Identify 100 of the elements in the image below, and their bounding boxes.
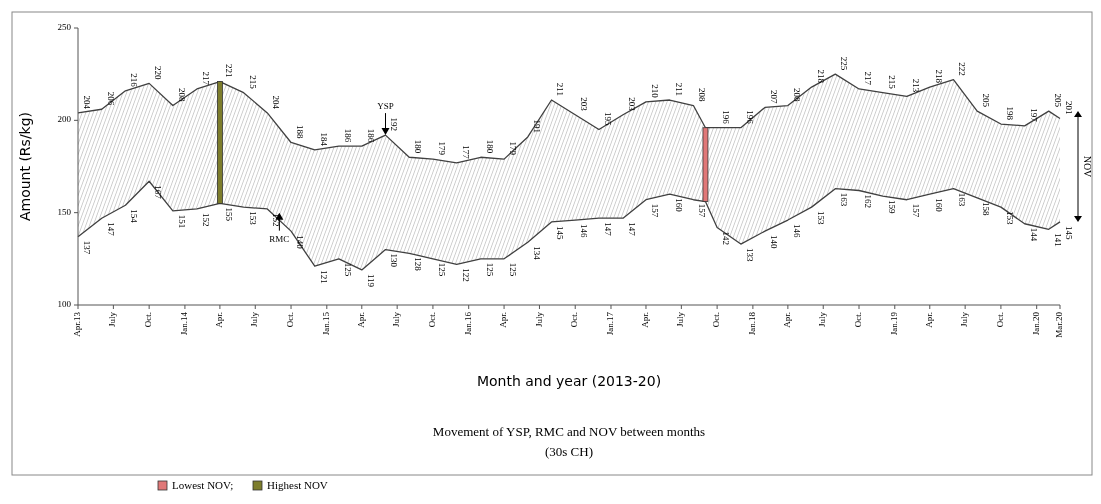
x-tick-label: July [533, 311, 544, 328]
data-label: 145 [1063, 225, 1074, 240]
x-tick-label: Oct. [285, 312, 296, 328]
data-label: 157 [649, 203, 660, 218]
data-label: 218 [815, 69, 826, 84]
x-tick-label: Oct. [853, 312, 864, 328]
data-label: 211 [673, 82, 684, 97]
data-label: 160 [933, 198, 944, 213]
data-label: 222 [957, 62, 968, 76]
data-label: 197 [1028, 108, 1039, 123]
data-label: 208 [791, 88, 802, 103]
data-label: 196 [744, 110, 755, 125]
x-tick-label: Jan.15 [320, 311, 331, 336]
data-label: 184 [318, 132, 329, 147]
data-label: 159 [886, 200, 897, 215]
x-tick-label: Apr. [213, 312, 224, 328]
data-label: 151 [176, 214, 187, 229]
text: (30s CH) [544, 444, 594, 459]
data-label: 125 [508, 262, 519, 277]
data-label: 205 [981, 93, 992, 108]
data-label: 191 [531, 119, 542, 133]
data-label: 128 [413, 257, 424, 272]
data-label: 121 [318, 270, 329, 284]
data-label: 133 [744, 248, 755, 263]
data-label: 186 [365, 128, 376, 143]
x-tick-label: Apr. [355, 312, 366, 328]
data-label: 125 [484, 262, 495, 277]
data-label: 216 [129, 73, 140, 88]
data-label: 215 [247, 75, 258, 90]
data-label: 207 [768, 89, 779, 104]
data-label: 158 [981, 201, 992, 216]
x-tick-label: Oct. [143, 312, 154, 328]
data-label: 140 [294, 235, 305, 250]
data-label: 125 [436, 262, 447, 277]
data-label: 217 [200, 71, 211, 86]
legend-label: Lowest NOV; [172, 479, 234, 491]
x-tick-label: Oct. [711, 312, 722, 328]
data-label: 154 [129, 209, 140, 224]
data-label: 205 [1052, 93, 1063, 108]
x-tick-label: July [959, 311, 970, 328]
x-tick-label: Jan.18 [746, 311, 757, 336]
x-tick-label: July [107, 311, 118, 328]
data-label: 167 [153, 185, 164, 200]
data-label: 147 [626, 222, 637, 237]
data-label: 125 [342, 262, 353, 277]
data-label: 163 [839, 192, 850, 207]
x-tick-label: July [817, 311, 828, 328]
x-tick-label: Jan.19 [888, 311, 899, 336]
x-tick-label: July [675, 311, 686, 328]
data-label: 220 [153, 65, 164, 80]
data-label: 198 [1004, 106, 1015, 121]
data-label: 217 [862, 71, 873, 86]
data-label: 225 [839, 56, 850, 71]
data-label: 155 [223, 207, 234, 222]
data-label: 140 [768, 235, 779, 250]
data-label: 146 [579, 224, 590, 239]
data-label: 162 [862, 194, 873, 209]
data-label: 137 [81, 240, 92, 255]
data-label: 145 [555, 225, 566, 240]
x-tick-label: Apr.13 [72, 311, 83, 337]
data-label: 179 [508, 141, 519, 156]
data-label: 142 [721, 231, 732, 245]
data-label: 196 [721, 110, 732, 125]
data-label: 204 [271, 95, 282, 110]
y-tick-label: 150 [57, 206, 72, 217]
x-tick-label: Apr. [923, 312, 934, 328]
data-label: 134 [531, 246, 542, 261]
x-tick-label: Mar.20 [1054, 311, 1065, 338]
data-label: 201 [1063, 100, 1074, 115]
x-tick-label: Oct. [569, 312, 580, 328]
data-label: 122 [460, 268, 471, 282]
data-label: 208 [176, 88, 187, 103]
data-label: 153 [815, 211, 826, 226]
data-label: 206 [105, 91, 116, 106]
data-label: 203 [626, 97, 637, 112]
data-label: 157 [697, 203, 708, 218]
data-label: 177 [460, 145, 471, 160]
x-tick-label: Apr. [640, 312, 651, 328]
data-label: 153 [247, 211, 258, 226]
x-tick-label: Oct. [427, 312, 437, 328]
data-label: 153 [1004, 211, 1015, 226]
data-label: 218 [933, 69, 944, 84]
x-tick-label: July [391, 311, 402, 328]
data-label: 221 [223, 64, 234, 78]
legend-label: Highest NOV [267, 479, 328, 491]
x-tick-label: Jan.17 [605, 311, 616, 336]
data-label: 141 [1052, 233, 1063, 247]
data-label: 188 [294, 124, 305, 139]
data-label: 144 [1028, 227, 1039, 242]
data-label: 163 [957, 192, 968, 207]
annotation: YSP [377, 101, 394, 112]
data-label: 179 [436, 141, 447, 156]
data-label: 180 [484, 139, 495, 154]
x-tick-label: Apr. [781, 312, 792, 328]
data-label: 147 [105, 222, 116, 237]
data-label: 146 [791, 224, 802, 239]
x-tick-label: July [249, 311, 260, 328]
data-label: 119 [365, 273, 376, 288]
data-label: 130 [389, 253, 400, 268]
data-label: 180 [413, 139, 424, 154]
